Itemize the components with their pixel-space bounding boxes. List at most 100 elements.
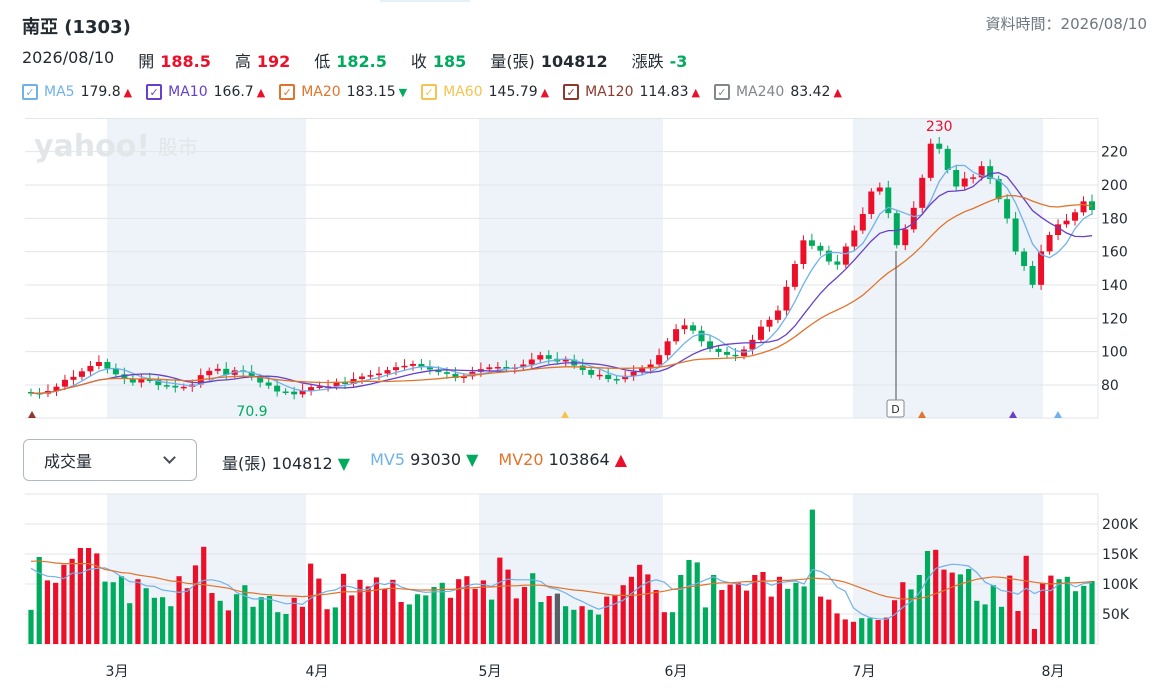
candle-body: [868, 191, 875, 214]
volume-bar: [785, 588, 791, 644]
candle-body: [163, 385, 170, 387]
volume-bar: [1056, 579, 1062, 644]
volume-bar: [793, 582, 799, 644]
volume-bar: [628, 576, 635, 644]
volume-bar: [159, 597, 166, 644]
ma-toggle-ma60[interactable]: ✓ MA60 145.79 ▲: [421, 84, 549, 100]
ma-toggle-ma10[interactable]: ✓ MA10 166.7 ▲: [146, 84, 265, 100]
change-label: 漲跌: [631, 52, 664, 71]
candle-body: [180, 386, 187, 389]
quote-volume: 量(張) 104812: [490, 48, 607, 72]
volume-bar: [94, 553, 100, 644]
x-tick-label: 5月: [479, 664, 502, 680]
ma-label: MA120: [585, 84, 634, 100]
mv5-line: [30, 563, 1093, 621]
y-tick-label: 200: [1101, 178, 1128, 194]
volume-bar: [373, 577, 380, 644]
volume-bar: [604, 596, 610, 644]
volume-bar: [398, 602, 404, 644]
volume-bar: [28, 609, 34, 644]
event-marker-label: D: [891, 403, 899, 416]
volume-bar: [464, 576, 470, 644]
volume-bar: [1081, 585, 1087, 644]
indicator-select[interactable]: 成交量: [23, 439, 197, 481]
volume-bar: [686, 560, 692, 644]
volume-bar: [834, 613, 840, 644]
candle-body: [605, 374, 612, 379]
candle-body: [359, 376, 366, 379]
candle-body: [545, 355, 552, 359]
candle-body: [1021, 251, 1028, 266]
candle-body: [647, 364, 654, 369]
volume-bar: [1064, 576, 1070, 644]
top-tab-indicator: [380, 0, 470, 2]
candle-body: [774, 310, 781, 320]
volume-chart[interactable]: 50K 100K 150K 200K 3月 4月 5月 6月 7月 8月: [0, 490, 1155, 690]
open-value: 188.5: [160, 52, 211, 71]
candle-body: [630, 372, 637, 376]
candle-body: [435, 369, 442, 373]
ma-toggle-ma120[interactable]: ✓ MA120 114.83 ▲: [563, 84, 700, 100]
mv20-label: MV20: [498, 450, 544, 469]
volume-bar: [678, 575, 684, 644]
volume-legend: 量(張) 104812 ▼ MV5 93030 ▼ MV20 103864 ▲: [222, 450, 647, 474]
volume-bar: [653, 590, 659, 644]
volume-bar: [571, 609, 577, 644]
low-value: 182.5: [336, 52, 387, 71]
volume-bar: [225, 610, 231, 644]
ma-value: 83.42: [790, 84, 831, 100]
candle-body: [842, 246, 849, 265]
close-value: 185: [432, 52, 467, 71]
candle-body: [1029, 266, 1036, 285]
data-time: 資料時間：2026/08/10: [985, 15, 1147, 33]
high-annotation: 230: [926, 119, 953, 135]
change-value: -3: [669, 52, 688, 71]
vol-legend-item: 量(張) 104812 ▼: [222, 450, 350, 474]
volume-bar: [809, 509, 815, 644]
volume-bar: [760, 572, 766, 644]
candle-body: [104, 362, 111, 369]
candle-body: [342, 381, 349, 384]
volume-bar: [184, 588, 190, 644]
volume-bar: [414, 594, 421, 644]
volume-bar: [620, 585, 626, 644]
checkbox-checked-icon[interactable]: ✓: [279, 84, 296, 100]
volume-label: 量(張): [490, 52, 535, 71]
x-tick-label: 8月: [1042, 664, 1065, 680]
candle-body: [987, 166, 994, 179]
candle-body: [876, 187, 883, 192]
candle-body: [825, 250, 832, 262]
ma10-line: [30, 172, 1093, 394]
checkbox-checked-icon[interactable]: ✓: [713, 84, 730, 100]
up-arrow-icon: ▲: [691, 85, 700, 99]
ma-toggle-ma5[interactable]: ✓ MA5 179.8 ▲: [22, 84, 132, 100]
ma-toggle-ma20[interactable]: ✓ MA20 183.15 ▼: [279, 84, 407, 100]
volume-bar: [850, 621, 857, 644]
volume-bar: [1015, 611, 1021, 644]
signal-triangle-icon: [1009, 411, 1017, 418]
volume-bar: [916, 575, 922, 644]
candle-body: [919, 177, 926, 208]
checkbox-checked-icon[interactable]: ✓: [563, 84, 580, 100]
candle-body: [715, 348, 722, 352]
price-chart[interactable]: 80 100 120 140 160 180 200 220 yahoo! 股市 230 70.9 D: [0, 118, 1155, 420]
ma-toggle-ma240[interactable]: ✓ MA240 83.42 ▲: [713, 84, 842, 100]
volume-bar: [1089, 581, 1095, 644]
candle-body: [910, 207, 917, 230]
candle-body: [28, 392, 34, 394]
volume-bar: [900, 582, 906, 644]
page-title: 南亞 (1303): [22, 17, 131, 38]
volume-bar: [1031, 629, 1038, 644]
ma-label: MA60: [443, 84, 483, 100]
checkbox-checked-icon[interactable]: ✓: [421, 84, 438, 100]
quote-open: 開 188.5: [138, 48, 211, 72]
candle-body: [562, 359, 569, 362]
volume-bar: [719, 590, 725, 644]
checkbox-checked-icon[interactable]: ✓: [146, 84, 163, 100]
volume-bar: [151, 597, 157, 644]
candle-body: [95, 362, 102, 366]
volume-bar: [801, 586, 807, 644]
close-label: 收: [410, 52, 427, 71]
checkbox-checked-icon[interactable]: ✓: [22, 84, 38, 100]
volume-bar: [110, 582, 116, 644]
